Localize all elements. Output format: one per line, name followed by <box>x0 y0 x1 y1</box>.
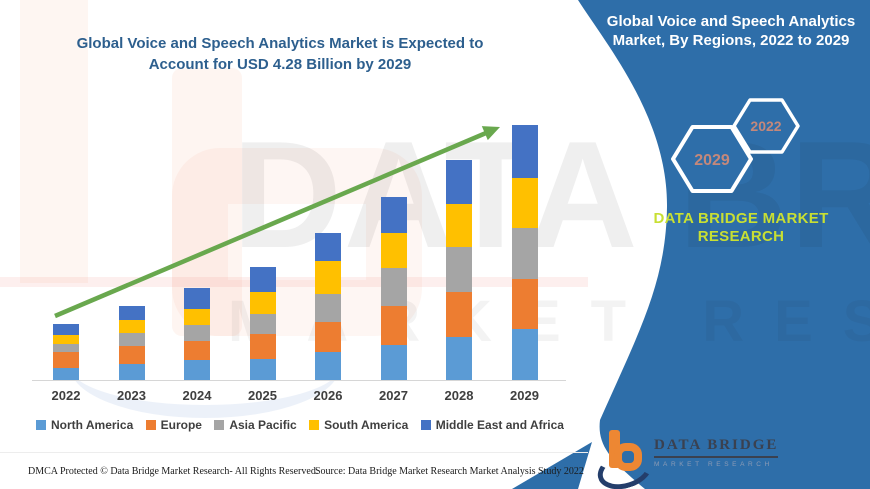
bar-segment-north-america <box>249 359 276 380</box>
bar-segment-asia-pacific <box>380 268 407 306</box>
bar-2027 <box>380 197 407 380</box>
bar-segment-south-america <box>184 309 210 325</box>
bar-segment-north-america <box>53 368 79 380</box>
footer-source-text: Source: Data Bridge Market Research Mark… <box>315 466 584 477</box>
bar-segment-asia-pacific <box>118 333 145 346</box>
legend-item-south-america: South America <box>309 418 408 432</box>
bar-segment-north-america <box>315 352 341 380</box>
bar-segment-north-america <box>118 364 145 380</box>
chart-title-line1: Global Voice and Speech Analytics Market… <box>76 35 484 52</box>
bar-segment-south-america <box>118 320 145 333</box>
bar-segment-asia-pacific <box>53 344 79 352</box>
bar-segment-south-america <box>511 178 538 228</box>
legend-swatch <box>309 420 320 430</box>
bar-segment-middle-east-and-africa <box>315 233 341 261</box>
legend-swatch <box>420 420 431 430</box>
chart-title-line2: Account for USD 4.28 Billion by 2029 <box>148 56 412 73</box>
bar-segment-asia-pacific <box>511 228 538 279</box>
bar-segment-europe <box>380 306 407 345</box>
brand-text-line2: RESEARCH <box>697 228 785 245</box>
legend-item-middle-east-and-africa: Middle East and Africa <box>420 418 564 432</box>
bar-segment-middle-east-and-africa <box>446 160 472 204</box>
chart-title: Global Voice and Speech Analytics Market… <box>30 33 530 75</box>
x-axis-label-2023: 2023 <box>117 388 146 403</box>
bar-2028 <box>446 160 472 380</box>
bar-2029 <box>511 125 538 380</box>
x-axis-label-2022: 2022 <box>51 388 81 403</box>
logo-name: DATA BRIDGE <box>654 437 779 458</box>
footer-dmca-text: DMCA Protected © Data Bridge Market Rese… <box>28 466 319 477</box>
bar-segment-europe <box>118 346 145 364</box>
legend-swatch <box>214 420 225 430</box>
bar-segment-north-america <box>380 345 407 380</box>
bar-segment-europe <box>53 352 79 368</box>
bar-segment-europe <box>184 341 210 360</box>
bar-segment-south-america <box>53 335 79 344</box>
bar-segment-north-america <box>446 337 472 380</box>
panel-title: Global Voice and Speech Analytics Market… <box>600 12 862 50</box>
legend-label: Asia Pacific <box>229 418 297 432</box>
brand-text: DATA BRIDGE MARKET RESEARCH <box>625 210 857 246</box>
legend-item-north-america: North America <box>36 418 133 432</box>
bar-segment-south-america <box>380 233 407 268</box>
panel-corner-wedge <box>512 442 592 489</box>
brand-text-line1: DATA BRIDGE MARKET <box>653 210 829 227</box>
legend-item-europe: Europe <box>145 418 202 432</box>
bar-segment-middle-east-and-africa <box>249 267 276 292</box>
panel-title-line1: Global Voice and Speech Analytics <box>606 13 856 30</box>
dbmr-logo: DATA BRIDGE MARKET RESEARCH <box>592 428 802 489</box>
x-axis-label-2025: 2025 <box>248 388 277 403</box>
x-axis-label-2028: 2028 <box>444 388 474 403</box>
legend-label: North America <box>51 418 134 432</box>
bar-segment-europe <box>315 322 341 352</box>
bar-segment-middle-east-and-africa <box>118 306 145 320</box>
bar-2022 <box>53 324 79 380</box>
bar-segment-europe <box>249 334 276 359</box>
bar-2023 <box>118 306 145 380</box>
footer-separator <box>0 452 588 453</box>
x-axis-labels: 2022 2023 2024 2025 2026 2027 2028 2029 <box>38 388 560 406</box>
x-axis-label-2027: 2027 <box>379 388 408 403</box>
legend: North America Europe Asia Pacific South Ame… <box>36 418 564 432</box>
logo-b-icon <box>592 430 658 489</box>
bar-2025 <box>249 267 276 380</box>
bar-segment-middle-east-and-africa <box>53 324 79 335</box>
bar-segment-north-america <box>511 329 538 380</box>
legend-label: Europe <box>160 418 202 432</box>
bar-segment-middle-east-and-africa <box>184 288 210 309</box>
logo-wordmark: DATA BRIDGE MARKET RESEARCH <box>654 437 779 468</box>
logo-tagline: MARKET RESEARCH <box>654 461 773 468</box>
bar-2024 <box>184 288 210 380</box>
legend-swatch <box>145 420 156 430</box>
bar-segment-europe <box>446 292 472 337</box>
x-axis-label-2024: 2024 <box>182 388 212 403</box>
bar-segment-middle-east-and-africa <box>380 197 407 233</box>
legend-label: South America <box>324 418 409 432</box>
bar-segment-north-america <box>184 360 210 380</box>
bar-segment-asia-pacific <box>249 314 276 334</box>
x-axis-label-2026: 2026 <box>313 388 343 403</box>
bar-segment-south-america <box>446 204 472 247</box>
legend-label: Middle East and Africa <box>435 418 564 432</box>
plot-area <box>32 120 566 381</box>
bar-segment-middle-east-and-africa <box>511 125 538 178</box>
x-axis-line <box>32 380 566 381</box>
legend-item-asia-pacific: Asia Pacific <box>214 418 297 432</box>
bar-segment-asia-pacific <box>315 294 341 322</box>
panel-title-line2: Market, By Regions, 2022 to 2029 <box>612 32 850 49</box>
x-axis-label-2029: 2029 <box>510 388 539 403</box>
legend-swatch <box>36 420 46 430</box>
bar-segment-south-america <box>315 261 341 294</box>
bar-segment-europe <box>511 279 538 329</box>
bar-2026 <box>315 233 341 380</box>
bar-segment-asia-pacific <box>446 247 472 292</box>
bar-segment-asia-pacific <box>184 325 210 341</box>
bar-segment-south-america <box>249 292 276 314</box>
